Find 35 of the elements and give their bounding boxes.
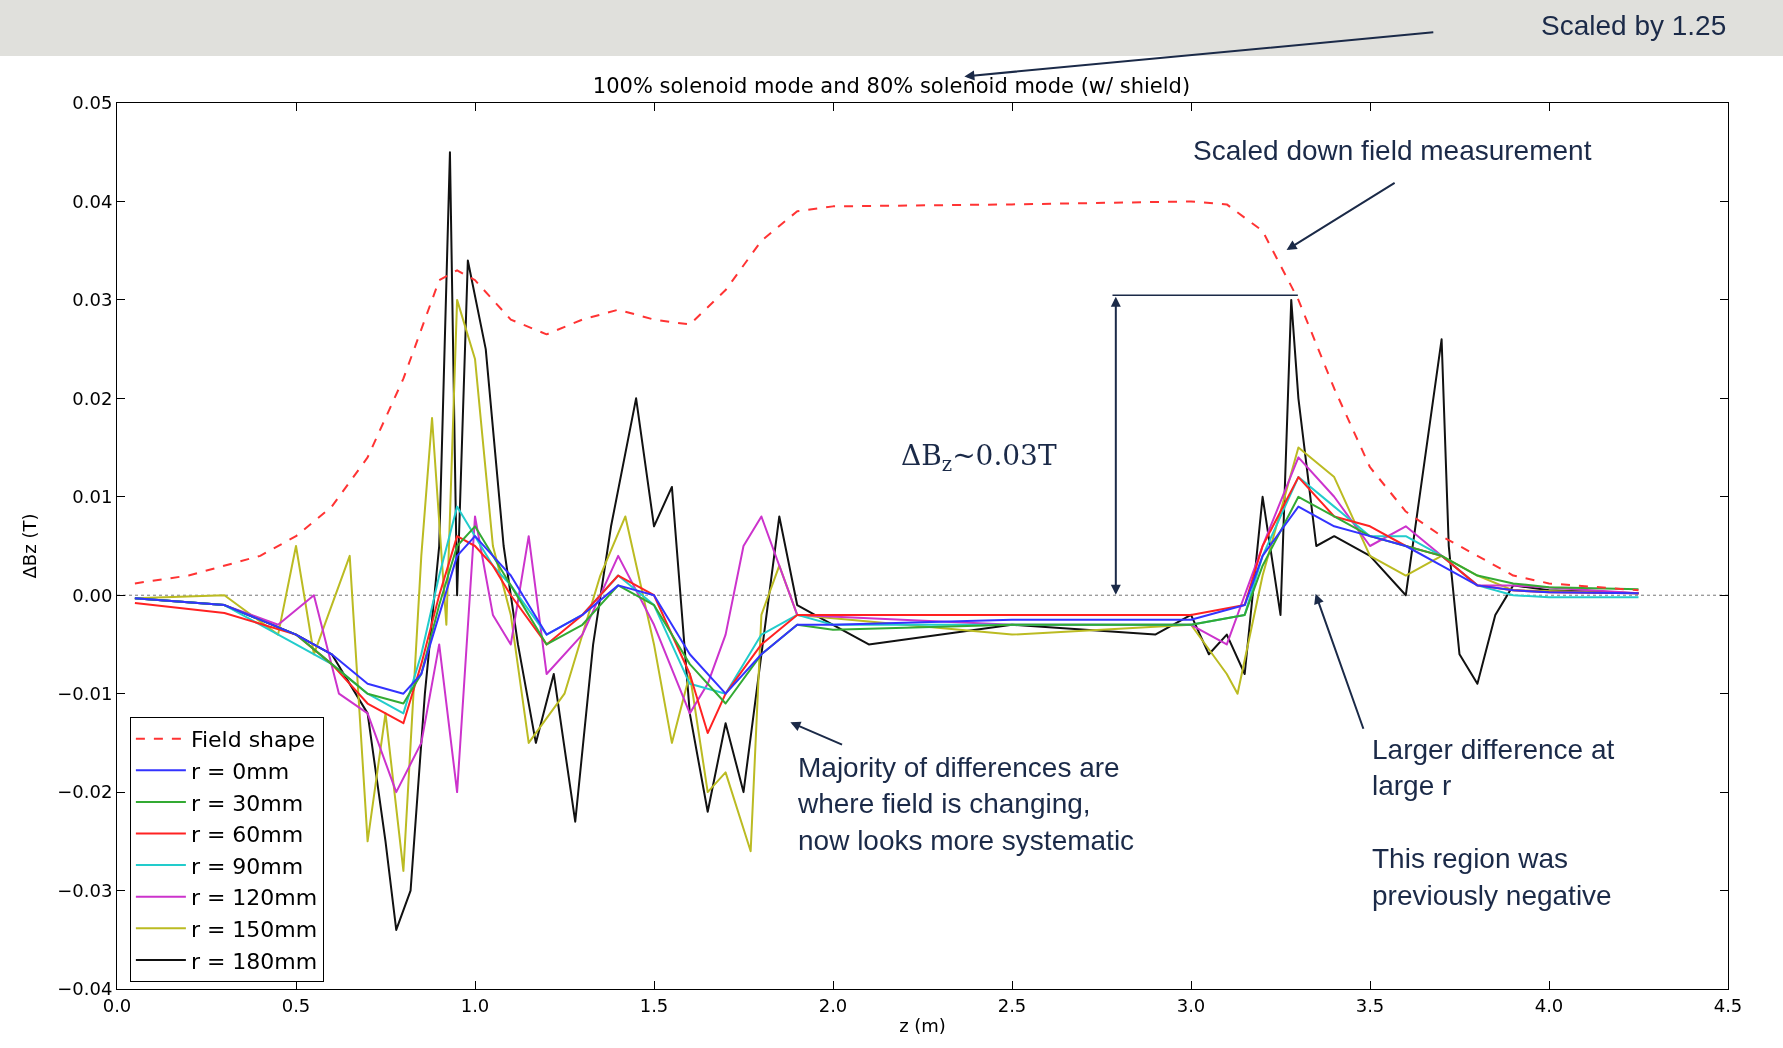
- text: Larger difference at large r This region was previously negative: [1372, 734, 1615, 911]
- x-tick-label: 4.5: [1713, 994, 1743, 1016]
- legend-label: Field shape: [190, 727, 316, 753]
- x-tick-label: 4.0: [1534, 994, 1564, 1016]
- legend-label: r = 0mm: [190, 758, 290, 784]
- y-tick-label: 0.02: [72, 387, 113, 409]
- y-tick-label: 0.05: [72, 92, 113, 114]
- x-tick-label: 1.5: [639, 994, 669, 1016]
- y-axis-title: ΔBz (T): [19, 513, 41, 579]
- legend-label: r = 120mm: [190, 885, 318, 911]
- annotation: Scaled down field measurement: [1193, 135, 1592, 166]
- x-tick-label: 3.5: [1355, 994, 1385, 1016]
- text: Scaled by 1.25: [1541, 10, 1727, 41]
- y-tick-label: −0.02: [57, 781, 113, 803]
- chart-title: 100% solenoid mode and 80% solenoid mode (w/ shield): [592, 74, 1191, 99]
- legend-label: r = 30mm: [190, 790, 304, 816]
- y-tick-label: 0.03: [72, 289, 113, 311]
- x-tick-label: 2.0: [818, 994, 848, 1016]
- legend-label: r = 60mm: [190, 822, 304, 848]
- annotation: ΔB$_{z}$~0.03T: [901, 439, 1057, 476]
- x-tick-label: 2.5: [997, 994, 1027, 1016]
- line-series: [133, 200, 1640, 592]
- x-tick-label: 1.0: [460, 994, 490, 1016]
- x-tick-label: 3.0: [1176, 994, 1206, 1016]
- x-axis-title: z (m): [899, 1014, 946, 1036]
- y-tick-label: −0.01: [57, 682, 113, 704]
- legend-label: r = 150mm: [190, 916, 318, 942]
- legend-label: r = 180mm: [190, 948, 318, 974]
- y-tick-label: −0.03: [57, 879, 113, 901]
- y-tick-label: 0.01: [72, 486, 113, 508]
- y-tick-label: 0.00: [72, 584, 113, 606]
- x-tick-label: 0.5: [281, 994, 311, 1016]
- legend-label: r = 90mm: [190, 853, 304, 879]
- y-tick-label: 0.04: [72, 190, 113, 212]
- annotation: Majority of differences are where field is changing, now looks more systematic: [797, 752, 1135, 856]
